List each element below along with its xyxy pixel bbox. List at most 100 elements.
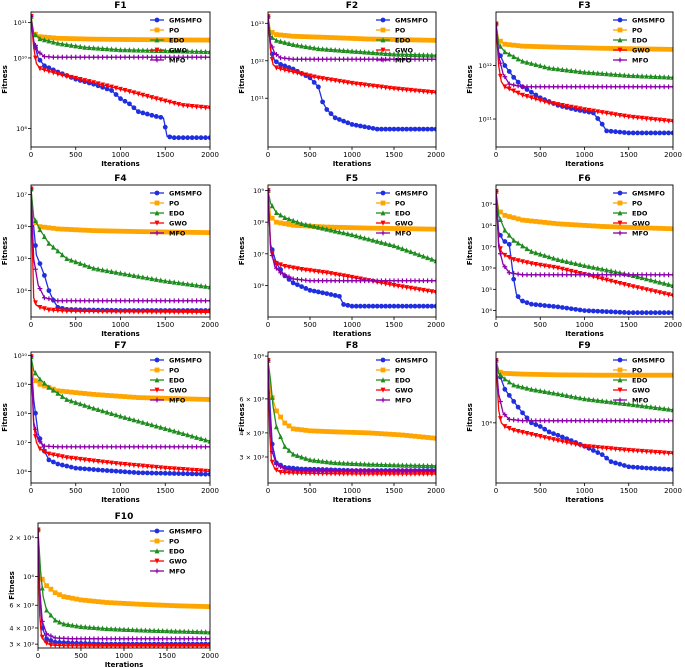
series-mfo	[268, 188, 436, 284]
data-point	[626, 418, 632, 424]
data-point	[626, 272, 632, 278]
data-point	[533, 96, 539, 102]
data-point	[73, 465, 79, 471]
data-point	[559, 66, 565, 72]
legend-entry: EDO	[395, 37, 411, 45]
data-point	[118, 461, 123, 467]
data-point	[198, 282, 204, 289]
data-point	[134, 636, 140, 642]
data-point	[537, 84, 543, 90]
data-point	[657, 372, 663, 378]
data-point	[207, 469, 210, 475]
data-point	[185, 103, 191, 109]
data-point	[269, 449, 275, 454]
data-point	[61, 643, 67, 648]
data-point	[652, 449, 658, 456]
data-point	[496, 357, 499, 363]
data-point	[555, 432, 561, 438]
data-point	[290, 217, 296, 223]
data-point	[127, 101, 132, 107]
data-point	[644, 276, 649, 282]
legend-marker	[380, 220, 386, 226]
series-line	[31, 16, 210, 139]
data-point	[50, 297, 56, 303]
data-point	[160, 627, 166, 634]
y-tick-label: 10⁷	[16, 439, 27, 447]
data-point	[429, 256, 435, 262]
data-point	[666, 46, 671, 52]
data-point	[621, 72, 627, 78]
data-point	[70, 636, 75, 642]
data-point	[408, 51, 414, 58]
data-point	[639, 46, 645, 52]
data-point	[626, 84, 632, 90]
data-point	[162, 54, 168, 60]
data-point	[147, 627, 153, 633]
data-point	[345, 225, 351, 230]
data-point	[160, 602, 166, 608]
data-point	[533, 422, 539, 428]
data-point	[290, 56, 296, 62]
legend-entry: GMSMFO	[169, 357, 202, 365]
data-point	[176, 54, 182, 60]
y-tick-label: 10⁸	[16, 125, 27, 133]
data-point	[337, 272, 342, 278]
data-point	[50, 70, 56, 76]
data-point	[433, 90, 436, 96]
data-point	[324, 226, 330, 232]
data-point	[316, 84, 321, 90]
legend-marker	[154, 37, 160, 43]
data-point	[73, 259, 79, 265]
data-point	[626, 130, 632, 136]
data-point	[171, 428, 177, 434]
data-point	[286, 470, 292, 476]
data-point	[82, 636, 88, 642]
data-point	[362, 56, 367, 62]
legend-entry: GMSMFO	[169, 17, 202, 25]
data-point	[176, 298, 182, 304]
data-point	[140, 463, 146, 469]
data-point	[537, 262, 543, 268]
data-point	[303, 455, 309, 461]
data-point	[379, 278, 384, 284]
data-point	[337, 47, 342, 53]
data-point	[506, 86, 512, 92]
data-point	[194, 628, 200, 635]
data-point	[311, 268, 317, 274]
data-point	[307, 222, 313, 228]
y-tick-label: 10⁸	[16, 410, 27, 418]
data-point	[167, 48, 173, 54]
legend-entry: EDO	[169, 210, 185, 218]
data-point	[630, 84, 636, 90]
series-mfo	[31, 14, 210, 60]
data-point	[149, 395, 155, 401]
x-tick-label: 1500	[620, 151, 638, 159]
data-point	[661, 226, 667, 231]
data-point	[537, 434, 543, 440]
data-point	[429, 462, 435, 469]
data-point	[55, 40, 61, 46]
data-point	[64, 226, 70, 232]
data-point	[425, 126, 430, 132]
data-point	[551, 418, 556, 424]
data-point	[353, 36, 359, 41]
data-point	[274, 65, 279, 71]
data-point	[391, 282, 397, 289]
data-point	[48, 633, 54, 639]
data-point	[586, 84, 592, 90]
data-point	[626, 72, 632, 78]
x-tick-label: 500	[303, 151, 316, 159]
data-point	[42, 383, 47, 389]
data-point	[639, 403, 645, 409]
data-point	[198, 396, 204, 402]
data-point	[55, 308, 61, 314]
data-point	[162, 309, 168, 315]
data-point	[652, 73, 658, 80]
data-point	[412, 433, 418, 439]
data-point	[68, 298, 74, 304]
data-point	[511, 237, 517, 243]
data-point	[104, 468, 110, 473]
data-point	[33, 378, 38, 384]
data-point	[630, 225, 636, 230]
